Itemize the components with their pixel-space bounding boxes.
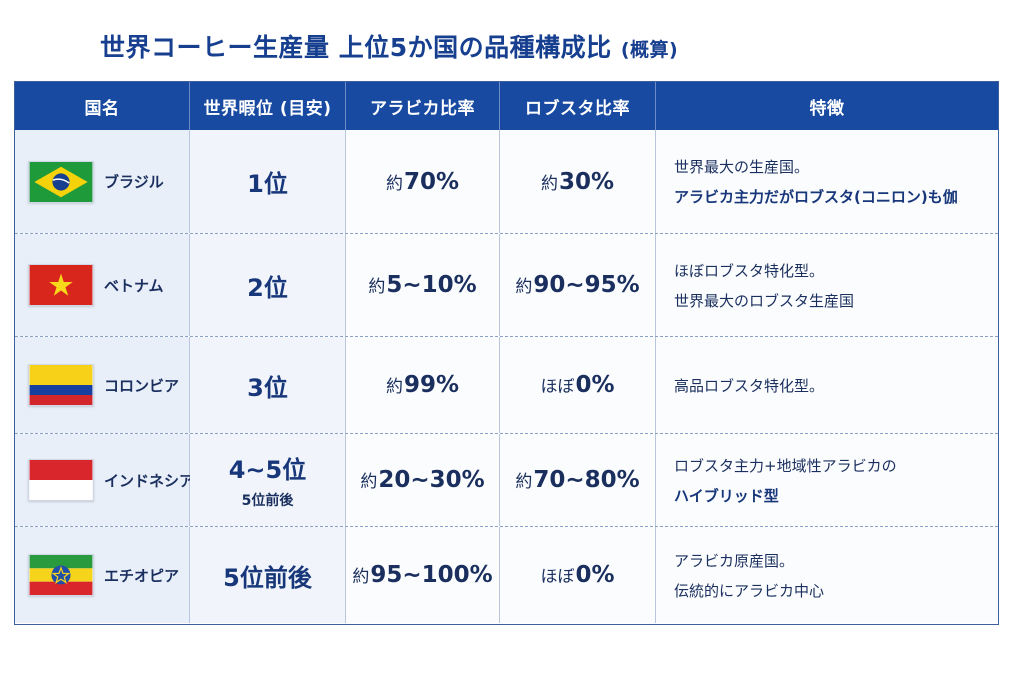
robusta-ratio: 約90~95% [515, 272, 639, 298]
table-row: インドネシア 4~5位 5位前後 約20~30% 約70~80% ロブスタ主力+… [15, 434, 998, 527]
colombia-flag-icon [28, 364, 94, 406]
header-feature: 特徴 [809, 98, 845, 119]
rank-cell: 5位前後 [190, 527, 346, 623]
feature-cell: 高品ロブスタ特化型。 [656, 337, 998, 433]
arabica-value: 99% [403, 372, 460, 398]
arabica-ratio: 約70% [386, 169, 459, 195]
rank-value: 3位 [247, 373, 288, 402]
country-name: ベトナム [104, 276, 164, 295]
title-text: 世界コーヒー生産量 上位5か国の品種構成比 [100, 33, 612, 62]
table-header: 国名 世界暇位 (目安) アラビカ比率 ロブスタ比率 特徴 [15, 82, 998, 130]
arabica-cell: 約70% [346, 130, 500, 233]
arabica-value: 20~30% [378, 467, 485, 493]
country-name: ブラジル [104, 173, 164, 191]
feature-line: 世界最大の生産国。 [674, 158, 810, 176]
robusta-value: 0% [575, 562, 615, 588]
feature-cell: アラビカ原産国。 伝統的にアラビカ中心 [656, 527, 998, 623]
arabica-prefix: 約 [385, 377, 403, 397]
arabica-value: 5~10% [386, 272, 477, 298]
rank-cell: 3位 [190, 337, 346, 433]
page-title: 世界コーヒー生産量 上位5か国の品種構成比 (概算) [100, 28, 860, 64]
robusta-prefix: 約 [540, 173, 558, 194]
rank-cell: 2位 [190, 234, 346, 336]
rank-note: 5位前後 [241, 493, 294, 509]
feature-line: アラビカ原産国。 [674, 551, 795, 570]
robusta-cell: 約90~95% [500, 234, 656, 336]
feature-line: 伝統的にアラビカ中心 [674, 581, 825, 600]
feature-line: ハイブリッド型 [674, 486, 779, 505]
country-cell: ブラジル [15, 130, 190, 233]
arabica-ratio: 約5~10% [368, 272, 476, 298]
feature-line: 高品ロブスタ特化型。 [674, 376, 825, 395]
robusta-cell: 約70~80% [500, 434, 656, 526]
robusta-value: 90~95% [533, 272, 640, 298]
robusta-ratio: ほぼ0% [540, 562, 614, 588]
arabica-cell: 約95~100% [346, 527, 500, 623]
arabica-cell: 約5~10% [346, 234, 500, 336]
rank-value: 1位 [247, 170, 288, 198]
header-robusta: ロブスタ比率 [500, 82, 656, 130]
robusta-prefix: ほぼ [540, 567, 575, 587]
arabica-prefix: 約 [352, 567, 370, 587]
rank-cell: 1位 [190, 130, 346, 233]
title-suffix: (概算) [620, 39, 679, 61]
robusta-prefix: 約 [515, 277, 533, 297]
arabica-cell: 約20~30% [346, 434, 500, 526]
indonesia-flag-icon [28, 459, 94, 501]
header-country: 国名 [15, 82, 190, 130]
table-row: エチオピア 5位前後 約95~100% ほぼ0% アラビカ原産国。 伝統的にアラ… [15, 527, 998, 623]
robusta-cell: ほぼ0% [500, 337, 656, 433]
arabica-prefix: 約 [368, 277, 386, 297]
arabica-prefix: 約 [385, 173, 403, 194]
robusta-value: 0% [575, 372, 615, 398]
ethiopia-flag-icon [28, 554, 94, 596]
rank-cell: 4~5位 5位前後 [190, 434, 346, 526]
header-rank: 世界暇位 (目安) [190, 82, 346, 130]
robusta-value: 30% [558, 168, 615, 195]
production-table: 国名 世界暇位 (目安) アラビカ比率 ロブスタ比率 特徴 ブラジル 1位 約7… [14, 81, 999, 625]
vietnam-flag-icon [28, 264, 94, 306]
arabica-value: 95~100% [370, 562, 493, 588]
country-cell: インドネシア [15, 434, 194, 526]
arabica-ratio: 約20~30% [360, 467, 484, 493]
robusta-ratio: 約30% [541, 169, 614, 195]
robusta-ratio: 約70~80% [515, 467, 639, 493]
table-row: ベトナム 2位 約5~10% 約90~95% ほぼロブスタ特化型。 世界最大のロ… [15, 234, 998, 337]
arabica-cell: 約99% [346, 337, 500, 433]
feature-line: アラビカ主力だがロブスタ(コニロン)も伽 [674, 188, 958, 206]
arabica-ratio: 約95~100% [352, 562, 492, 588]
country-name: インドネシア [104, 471, 195, 490]
brazil-flag-icon [28, 160, 94, 203]
robusta-value: 70~80% [533, 467, 640, 493]
feature-line: ほぼロブスタ特化型。 [674, 261, 825, 280]
rank-value: 2位 [247, 273, 288, 302]
feature-cell: 世界最大の生産国。 アラビカ主力だがロブスタ(コニロン)も伽 [656, 130, 998, 233]
table-row: コロンビア 3位 約99% ほぼ0% 高品ロブスタ特化型。 [15, 337, 998, 434]
robusta-prefix: 約 [515, 472, 533, 492]
arabica-prefix: 約 [360, 472, 378, 492]
feature-cell: ロブスタ主力+地域性アラビカの ハイブリッド型 [656, 434, 998, 526]
country-cell: エチオピア [15, 527, 190, 623]
feature-cell: ほぼロブスタ特化型。 世界最大のロブスタ生産国 [656, 234, 998, 336]
arabica-ratio: 約99% [386, 372, 459, 398]
header-arabica: アラビカ比率 [346, 82, 500, 130]
robusta-prefix: ほぼ [540, 377, 575, 397]
arabica-value: 70% [403, 168, 460, 195]
rank-value: 5位前後 [223, 563, 312, 592]
country-cell: コロンビア [15, 337, 190, 433]
country-cell: ベトナム [15, 234, 190, 336]
feature-line: 世界最大のロブスタ生産国 [674, 291, 855, 310]
robusta-cell: ほぼ0% [500, 527, 656, 623]
table-row: ブラジル 1位 約70% 約30% 世界最大の生産国。 アラビカ主力だがロブスタ… [15, 130, 998, 234]
robusta-cell: 約30% [500, 130, 656, 233]
feature-line: ロブスタ主力+地域性アラビカの [674, 456, 897, 475]
country-name: エチオピア [104, 566, 180, 585]
rank-value: 4~5位 [228, 456, 307, 484]
robusta-ratio: ほぼ0% [540, 372, 614, 398]
country-name: コロンビア [104, 376, 180, 395]
